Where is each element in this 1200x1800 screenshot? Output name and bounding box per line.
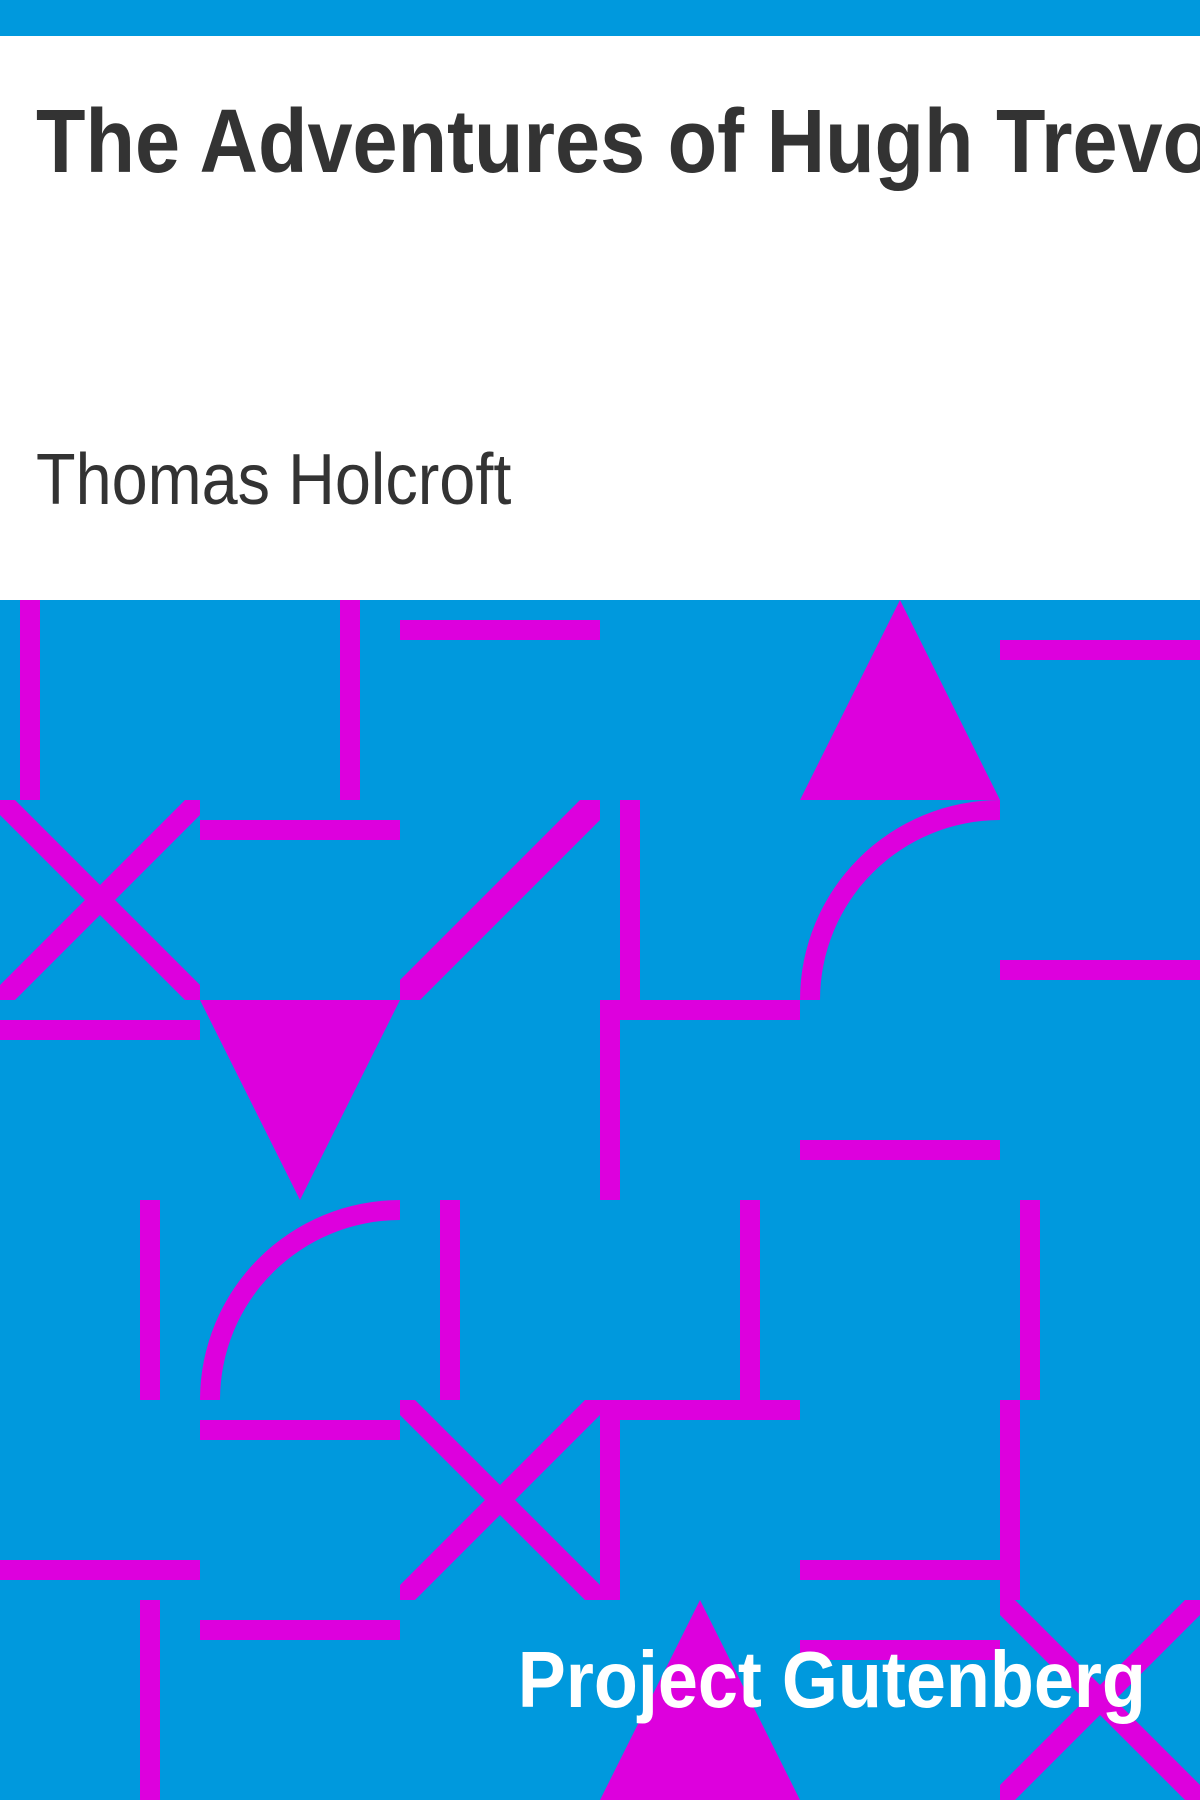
pattern-shape (140, 1200, 160, 1400)
pattern-shape (600, 1000, 620, 1200)
pattern-shape (800, 600, 1000, 800)
pattern-shape (600, 1000, 800, 1020)
pattern-shape (800, 1140, 1000, 1160)
pattern-shape (800, 1560, 1000, 1580)
pattern-shape (1000, 1400, 1020, 1600)
pattern-shape (20, 600, 40, 800)
pattern-shape (800, 800, 1000, 1000)
pattern-shape (740, 1200, 760, 1400)
pattern-shape (1020, 1200, 1040, 1400)
pattern-shape (1000, 1600, 1200, 1800)
pattern-shape (140, 1600, 160, 1800)
cover-pattern (0, 600, 1200, 1800)
pattern-shape (620, 800, 640, 1000)
pattern-shape (0, 1020, 200, 1040)
top-color-bar (0, 0, 1200, 36)
book-author: Thomas Holcroft (36, 440, 512, 520)
pattern-shape (800, 1640, 1000, 1660)
pattern-shape (1000, 640, 1200, 660)
pattern-shape (0, 800, 200, 1000)
pattern-shape (200, 1200, 400, 1400)
pattern-shape (0, 1560, 200, 1580)
publisher-name: Project Gutenberg (517, 1635, 1146, 1724)
pattern-shape (200, 1000, 400, 1200)
pattern-shape (200, 1420, 400, 1440)
pattern-shape (440, 1200, 460, 1400)
pattern-shape (340, 600, 360, 800)
pattern-shape (600, 1400, 800, 1420)
pattern-shape (600, 1600, 800, 1800)
pattern-shapes (0, 600, 1200, 1800)
pattern-shape (200, 1620, 400, 1640)
book-title: The Adventures of Hugh Trevor (36, 92, 1200, 192)
pattern-shape (400, 800, 600, 1000)
pattern-shape (400, 620, 600, 640)
pattern-shape (200, 820, 400, 840)
pattern-shape (400, 1400, 600, 1600)
pattern-shape (600, 1400, 620, 1600)
pattern-shape (1000, 960, 1200, 980)
